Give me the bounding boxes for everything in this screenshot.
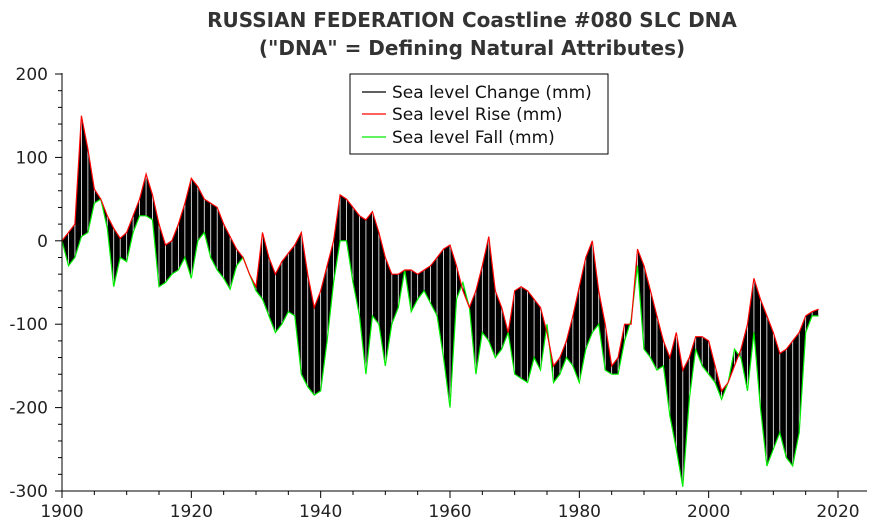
legend-label-rise: Sea level Rise (mm) xyxy=(392,105,563,125)
series-layer xyxy=(61,115,819,487)
y-tick-label: 100 xyxy=(16,148,48,168)
x-tick-label: 1980 xyxy=(558,502,601,522)
x-tick-label: 1960 xyxy=(428,502,471,522)
y-tick-label: -100 xyxy=(9,315,48,335)
fall-line xyxy=(61,198,819,487)
legend-label-change: Sea level Change (mm) xyxy=(392,83,592,103)
x-tick-label: 1900 xyxy=(40,502,83,522)
y-tick-label: -200 xyxy=(9,399,48,419)
x-tick-label: 2020 xyxy=(816,502,859,522)
rise-line xyxy=(61,115,819,393)
x-tick-label: 2000 xyxy=(687,502,730,522)
change-band xyxy=(62,115,819,487)
x-tick-label: 1920 xyxy=(170,502,213,522)
y-tick-label: -300 xyxy=(9,482,48,502)
chart-title: RUSSIAN FEDERATION Coastline #080 SLC DN… xyxy=(207,8,737,32)
legend: Sea level Change (mm) Sea level Rise (mm… xyxy=(349,73,609,155)
chart-subtitle: ("DNA" = Defining Natural Attributes) xyxy=(259,36,685,60)
legend-label-fall: Sea level Fall (mm) xyxy=(392,128,555,148)
legend-box xyxy=(349,73,609,155)
axis-layer: 1900 1920 1940 1960 1980 2000 2020 200 100 0 -100 -… xyxy=(9,65,859,522)
plot-area xyxy=(61,115,819,487)
x-tick-label: 1940 xyxy=(299,502,342,522)
y-tick-label: 0 xyxy=(37,232,48,252)
y-tick-label: 200 xyxy=(16,65,48,85)
